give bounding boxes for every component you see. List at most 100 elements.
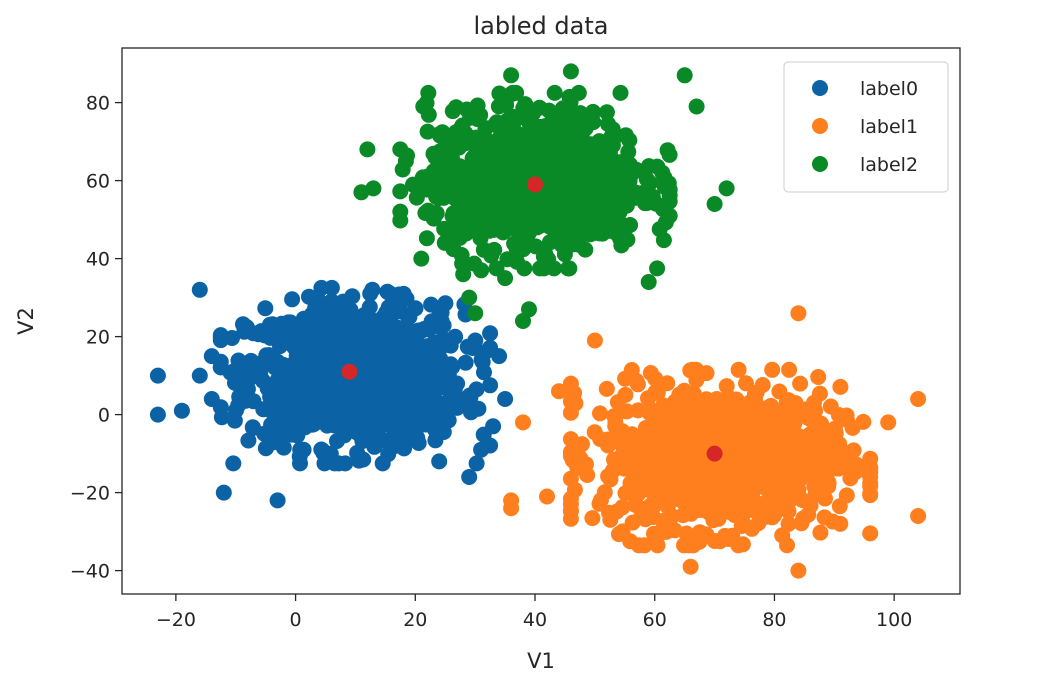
point-label1	[692, 502, 708, 518]
point-label2	[562, 63, 579, 80]
point-label1	[838, 487, 855, 504]
point-label0	[425, 391, 442, 408]
point-label0	[451, 390, 468, 407]
point-label0	[371, 349, 388, 366]
point-label2	[541, 234, 558, 251]
point-label2	[640, 274, 657, 290]
point-label2	[642, 175, 658, 191]
y-tick-label: 60	[86, 171, 110, 193]
point-label2	[688, 98, 705, 115]
point-label2	[405, 176, 421, 193]
point-label0	[437, 295, 454, 312]
point-label1	[586, 332, 603, 349]
point-label0	[335, 421, 352, 438]
point-label2	[522, 137, 539, 154]
point-label2	[651, 221, 668, 238]
point-label2	[417, 205, 434, 221]
point-label2	[483, 198, 500, 215]
point-label0	[354, 433, 371, 450]
point-label0	[295, 441, 312, 458]
point-label0	[235, 316, 251, 333]
point-label1	[744, 442, 761, 458]
point-label2	[608, 225, 625, 242]
point-label0	[337, 455, 354, 472]
point-label2	[617, 127, 634, 144]
point-label2	[559, 126, 576, 143]
point-label0	[336, 305, 353, 322]
point-label1	[682, 444, 699, 460]
point-label2	[499, 142, 516, 159]
point-label2	[392, 183, 409, 200]
point-label1	[812, 524, 829, 541]
point-label1	[729, 477, 746, 494]
point-label1	[808, 438, 825, 455]
point-label2	[601, 145, 618, 162]
point-label1	[750, 515, 767, 532]
point-label1	[810, 369, 827, 385]
point-label0	[396, 357, 413, 374]
point-label1	[708, 391, 725, 407]
point-label1	[730, 443, 747, 460]
point-label2	[449, 224, 466, 241]
point-label0	[213, 409, 230, 426]
point-label0	[461, 469, 478, 485]
series-label2	[353, 63, 735, 329]
point-label2	[718, 180, 735, 197]
point-label1	[656, 405, 673, 422]
point-label0	[278, 368, 295, 385]
point-label2	[432, 143, 449, 160]
point-label0	[378, 332, 395, 349]
point-label1	[862, 450, 879, 467]
point-label1	[676, 537, 692, 554]
point-label0	[244, 419, 261, 436]
point-label0	[355, 451, 372, 468]
point-label0	[428, 370, 445, 387]
point-label2	[578, 138, 595, 155]
point-label2	[507, 158, 524, 175]
point-label0	[245, 325, 262, 342]
point-label2	[486, 175, 503, 192]
point-label1	[562, 496, 579, 513]
point-label1	[707, 503, 724, 520]
point-label0	[280, 329, 297, 346]
point-label1	[910, 508, 927, 524]
point-label2	[656, 179, 673, 195]
point-label0	[447, 328, 464, 345]
point-label2	[622, 217, 639, 233]
point-label2	[454, 117, 471, 134]
legend-marker-label0	[812, 80, 828, 96]
point-label1	[838, 449, 855, 465]
point-label1	[855, 413, 872, 430]
point-label0	[325, 395, 342, 412]
point-label0	[240, 432, 257, 449]
point-label0	[433, 357, 450, 374]
point-label1	[667, 455, 684, 472]
point-label0	[474, 354, 491, 370]
point-label0	[243, 352, 259, 369]
point-label1	[751, 503, 768, 520]
series-label1	[503, 305, 927, 579]
point-label2	[461, 289, 478, 306]
point-label1	[713, 419, 729, 436]
legend-label-label0: label0	[860, 78, 918, 100]
point-label1	[539, 488, 555, 505]
point-label2	[464, 195, 481, 212]
point-label2	[442, 161, 459, 178]
point-label1	[625, 432, 642, 449]
point-label1	[819, 474, 836, 490]
point-label0	[212, 329, 229, 346]
scatter-points	[149, 63, 927, 579]
point-label2	[542, 133, 559, 150]
point-label1	[764, 361, 781, 378]
point-label2	[528, 158, 545, 175]
point-label2	[591, 133, 608, 150]
point-label1	[617, 386, 634, 403]
x-axis-label: V1	[527, 649, 555, 673]
point-label1	[832, 515, 849, 532]
point-label0	[485, 418, 502, 435]
point-label1	[738, 375, 754, 392]
point-label1	[775, 436, 791, 453]
point-label1	[628, 372, 645, 389]
point-label2	[511, 126, 528, 143]
point-label2	[560, 260, 577, 277]
